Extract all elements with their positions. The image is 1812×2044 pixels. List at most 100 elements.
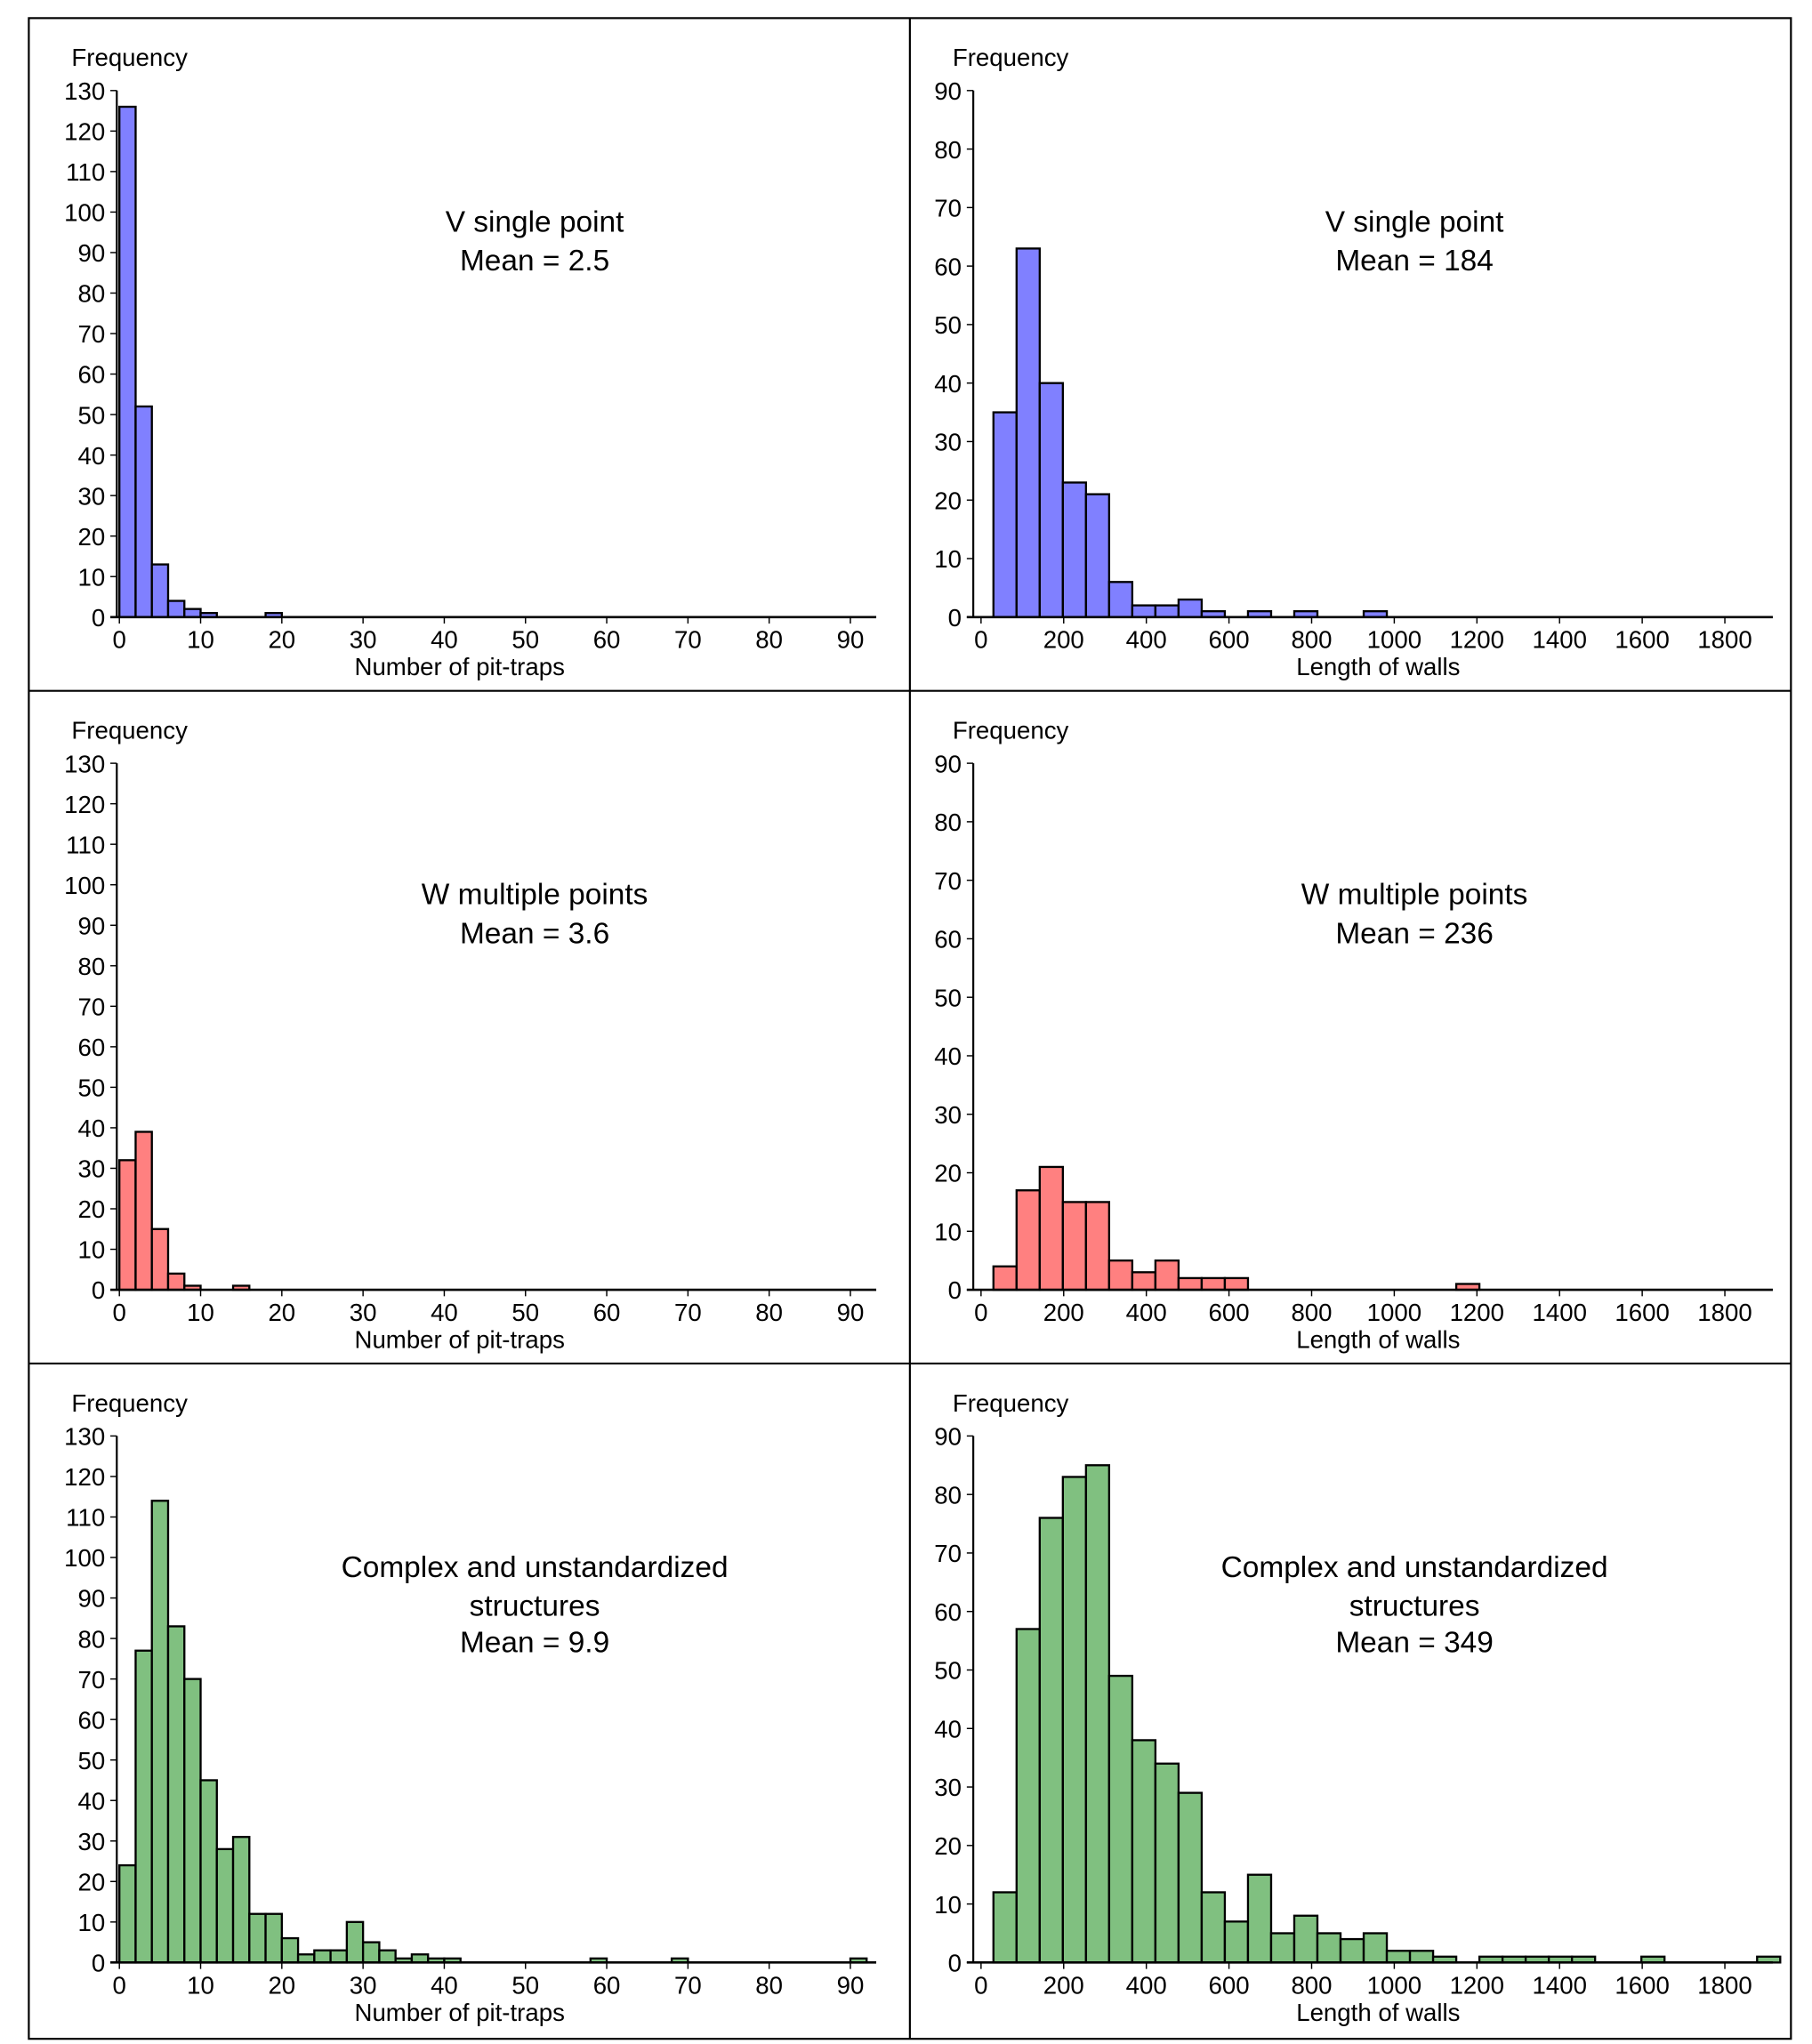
x-tick-label: 800 <box>1291 1299 1332 1326</box>
y-tick-label: 70 <box>934 867 962 895</box>
y-tick-label: 110 <box>66 1504 105 1532</box>
y-tick-label: 20 <box>934 487 962 514</box>
y-tick-label: 90 <box>77 239 105 267</box>
x-tick-label: 1200 <box>1450 1971 1504 1999</box>
y-tick-label: 60 <box>77 1034 105 1061</box>
y-tick-label: 60 <box>934 1598 962 1626</box>
chart-panel-bottom-right: 0 10 20 30 40 50 60 70 80 90 0 200 400 600 800 1000 1200… <box>934 1389 1782 2026</box>
histogram-bar <box>1015 1628 1041 1964</box>
x-tick-label: 0 <box>974 1971 987 1999</box>
y-tick-label: 30 <box>77 1828 105 1855</box>
y-tick-label: 130 <box>64 77 105 105</box>
x-axis-label: Length of walls <box>1296 653 1460 680</box>
y-tick-label: 70 <box>77 1666 105 1694</box>
histogram-bar <box>1200 1276 1227 1292</box>
chart-annotation: Mean = 3.6 <box>460 917 609 950</box>
x-tick-label: 1800 <box>1697 626 1752 654</box>
y-tick-label: 110 <box>66 831 105 858</box>
x-tick-label: 20 <box>268 1971 295 1999</box>
histogram-bar <box>1223 1276 1250 1292</box>
x-tick-label: 0 <box>974 1299 987 1326</box>
y-axis-label: Frequency <box>953 44 1069 71</box>
x-tick-label: 90 <box>837 1971 865 1999</box>
histogram-bar <box>992 1891 1018 1964</box>
y-tick-label: 30 <box>934 1774 962 1801</box>
histogram-bar <box>345 1920 365 1964</box>
y-tick-label: 60 <box>77 1706 105 1734</box>
histogram-bar <box>183 608 202 618</box>
histogram-bar <box>1200 1891 1227 1964</box>
x-tick-label: 0 <box>113 626 126 654</box>
histogram-bar <box>231 1836 251 1964</box>
y-tick-label: 100 <box>64 1544 105 1572</box>
y-tick-label: 10 <box>77 1236 105 1264</box>
x-tick-label: 600 <box>1209 1971 1250 1999</box>
histogram-bar <box>992 1265 1018 1292</box>
y-tick-label: 20 <box>77 1195 105 1223</box>
x-tick-label: 30 <box>350 626 377 654</box>
histogram-bar <box>1131 604 1157 618</box>
x-tick-label: 1800 <box>1697 1971 1752 1999</box>
histogram-bar <box>1316 1932 1342 1964</box>
y-axis-label: Frequency <box>71 44 188 71</box>
x-tick-label: 20 <box>268 1299 295 1326</box>
x-tick-label: 1600 <box>1615 1971 1669 1999</box>
x-tick-label: 0 <box>113 1971 126 1999</box>
y-tick-label: 10 <box>934 545 962 573</box>
x-tick-label: 10 <box>187 1971 214 1999</box>
histogram-bar <box>1385 1950 1412 1964</box>
histogram-bar <box>1084 493 1111 618</box>
y-tick-label: 30 <box>934 429 962 456</box>
chart-annotation: Mean = 349 <box>1335 1626 1494 1659</box>
x-tick-label: 1000 <box>1367 1971 1421 1999</box>
chart-annotation: W multiple points <box>1301 879 1528 912</box>
chart-annotation: W multiple points <box>422 879 648 912</box>
histogram-bar <box>1154 604 1180 618</box>
x-tick-label: 30 <box>350 1971 377 1999</box>
x-tick-label: 400 <box>1126 1299 1167 1326</box>
x-tick-label: 1400 <box>1532 1971 1586 1999</box>
x-tick-label: 60 <box>593 1299 621 1326</box>
x-tick-label: 1400 <box>1532 626 1586 654</box>
histogram-bar <box>1293 1914 1319 1964</box>
y-tick-label: 120 <box>64 118 105 146</box>
chart-annotation: Mean = 236 <box>1335 917 1494 950</box>
y-tick-label: 10 <box>77 563 105 591</box>
chart-panel-middle-left: 0 10 20 30 40 50 60 70 80 90 100 110 120 130 0 10 20 30 40… <box>64 716 877 1354</box>
y-tick-label: 40 <box>77 442 105 470</box>
y-axis-label: Frequency <box>71 716 188 744</box>
histogram-bar <box>1038 1517 1065 1964</box>
y-axis-label: Frequency <box>953 716 1069 744</box>
y-tick-label: 70 <box>77 320 105 348</box>
x-tick-label: 800 <box>1291 1971 1332 1999</box>
histogram-bar <box>1362 1932 1389 1964</box>
chart-annotation: structures <box>470 1590 600 1623</box>
chart-annotation: Complex and unstandardized <box>1221 1551 1608 1584</box>
y-tick-label: 90 <box>77 1585 105 1613</box>
x-tick-label: 1200 <box>1450 1299 1504 1326</box>
y-tick-label: 40 <box>934 370 962 398</box>
x-tick-label: 70 <box>674 626 702 654</box>
x-tick-label: 50 <box>511 626 539 654</box>
y-tick-label: 50 <box>77 1074 105 1102</box>
y-tick-label: 30 <box>77 1155 105 1183</box>
histogram-bar <box>1131 1739 1157 1964</box>
histogram-bar <box>1177 1276 1204 1292</box>
y-tick-label: 70 <box>934 1540 962 1567</box>
chart-annotation: Complex and unstandardized <box>342 1551 729 1584</box>
histogram-bar <box>134 1131 153 1292</box>
x-tick-label: 10 <box>187 1299 214 1326</box>
x-tick-label: 20 <box>268 626 295 654</box>
x-tick-label: 1600 <box>1615 1299 1669 1326</box>
y-tick-label: 60 <box>934 253 962 280</box>
y-tick-label: 100 <box>64 199 105 227</box>
y-tick-label: 40 <box>934 1715 962 1742</box>
x-tick-label: 1000 <box>1367 1299 1421 1326</box>
histogram-bar <box>1408 1950 1435 1964</box>
x-tick-label: 60 <box>593 626 621 654</box>
histogram-bar <box>1038 382 1065 618</box>
histogram-bar <box>1154 1259 1180 1292</box>
x-tick-label: 60 <box>593 1971 621 1999</box>
y-tick-label: 120 <box>64 1463 105 1491</box>
x-tick-label: 1800 <box>1697 1299 1752 1326</box>
